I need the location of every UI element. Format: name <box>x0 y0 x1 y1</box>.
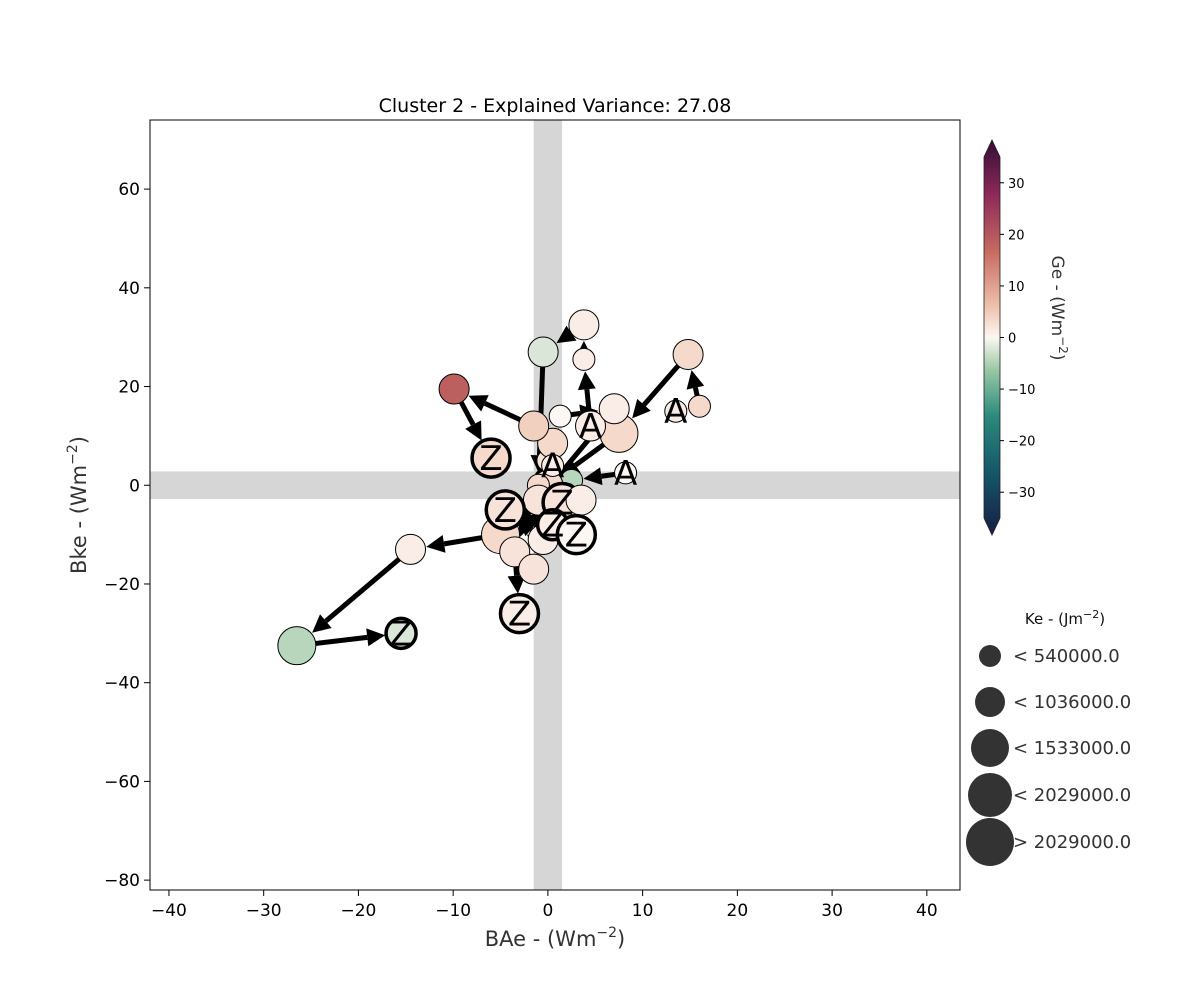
colorbar-tick-label: −10 <box>1008 383 1035 398</box>
track-arrowhead <box>583 467 603 486</box>
data-point <box>395 533 427 565</box>
colorbar: 30 20 10 0 −10 −20 −30 Ge - (Wm−2) <box>983 139 1070 536</box>
track-end-label: Z <box>494 491 517 531</box>
track-points <box>277 309 711 666</box>
data-point <box>672 338 704 370</box>
data-point <box>277 626 317 666</box>
y-axis-ticks: −80 −60 −40 −20 0 20 40 60 <box>104 180 150 891</box>
track-start-label: A <box>614 454 637 494</box>
y-tick-label: −80 <box>104 871 140 891</box>
chart-title: Cluster 2 - Explained Variance: 27.08 <box>379 95 732 117</box>
data-point <box>470 437 512 479</box>
y-tick-label: −20 <box>104 575 140 595</box>
track-arrowhead <box>366 628 386 647</box>
data-point <box>598 393 630 425</box>
size-legend-items: < 540000.0 < 1036000.0 < 1533000.0 < 202900… <box>966 645 1131 866</box>
x-tick-label: 30 <box>821 901 843 921</box>
data-point <box>518 410 550 442</box>
track-segment <box>324 547 413 624</box>
size-legend-marker <box>971 729 1009 767</box>
data-point <box>664 399 688 423</box>
data-point <box>568 309 600 341</box>
x-tick-label: 0 <box>542 901 553 921</box>
colorbar-bar <box>983 139 1001 536</box>
y-tick-label: 60 <box>118 180 140 200</box>
data-point <box>518 553 550 585</box>
size-legend-label: < 1036000.0 <box>1013 692 1131 713</box>
plot-frame <box>149 119 961 891</box>
track-arrowhead <box>577 371 596 391</box>
track-end-label: Z <box>479 439 502 479</box>
data-point <box>572 347 596 371</box>
y-axis-label: Bke - (Wm−2) <box>65 436 91 574</box>
x-axis-ticks: −40 −30 −20 −10 0 10 20 30 40 <box>151 890 938 921</box>
data-point <box>614 461 638 485</box>
colorbar-label: Ge - (Wm−2) <box>1047 256 1070 361</box>
data-point <box>438 373 470 405</box>
x-tick-label: 10 <box>632 901 654 921</box>
track-end-label: Z <box>389 614 412 654</box>
data-point <box>384 616 418 651</box>
size-legend-marker <box>966 818 1014 866</box>
y-tick-label: −40 <box>104 674 140 694</box>
data-point <box>527 336 559 368</box>
data-point <box>484 489 527 531</box>
data-point <box>555 513 598 556</box>
x-tick-label: 40 <box>916 901 938 921</box>
x-tick-label: −20 <box>340 901 376 921</box>
size-legend-label: < 2029000.0 <box>1013 785 1131 806</box>
size-legend-marker <box>975 687 1005 717</box>
x-tick-label: −10 <box>435 901 471 921</box>
data-point <box>575 410 607 442</box>
x-axis-label: BAe - (Wm−2) <box>485 925 626 951</box>
colorbar-ticks: 30 20 10 0 −10 −20 −30 <box>1000 177 1035 501</box>
y-tick-label: −60 <box>104 772 140 792</box>
x-tick-label: 20 <box>727 901 749 921</box>
y-tick-label: 20 <box>118 378 140 398</box>
x-tick-label: −30 <box>246 901 282 921</box>
y-tick-label: 0 <box>129 476 140 496</box>
colorbar-tick-label: −20 <box>1008 435 1035 450</box>
colorbar-tick-label: −30 <box>1008 486 1035 501</box>
colorbar-tick-label: 30 <box>1008 177 1025 192</box>
colorbar-tick-label: 10 <box>1008 280 1025 295</box>
track-arrowhead <box>468 395 489 412</box>
track-arrowhead <box>507 575 526 594</box>
data-point <box>541 454 565 478</box>
track-end-label: Z <box>550 484 573 524</box>
size-legend-marker <box>979 645 1001 667</box>
track-end-label: Z <box>565 516 588 556</box>
track-start-label: A <box>579 407 602 447</box>
size-legend-title: Ke - (Jm−2) <box>1025 608 1105 628</box>
x-tick-label: −40 <box>151 901 187 921</box>
track-arrowhead <box>312 614 332 633</box>
track-arrowhead <box>632 398 651 419</box>
colorbar-tick-label: 20 <box>1008 228 1025 243</box>
size-legend-label: > 2029000.0 <box>1013 832 1131 853</box>
size-legend: Ke - (Jm−2) < 540000.0 < 1036000.0 < 15330… <box>966 608 1131 866</box>
y-tick-label: 40 <box>118 279 140 299</box>
track-arrowhead <box>465 420 482 441</box>
track-arrowhead <box>686 370 705 390</box>
size-legend-label: < 1533000.0 <box>1013 738 1131 759</box>
data-point <box>498 592 541 635</box>
track-arrowhead <box>556 325 577 344</box>
track-arrowhead <box>426 535 446 553</box>
track-end-label: Z <box>541 506 564 546</box>
size-legend-label: < 540000.0 <box>1013 646 1120 667</box>
size-legend-marker <box>968 773 1012 817</box>
data-point <box>687 394 711 418</box>
data-point <box>548 404 572 428</box>
track-start-label: A <box>541 447 564 487</box>
track-start-label: A <box>664 392 687 432</box>
track-end-label: Z <box>508 595 531 635</box>
colorbar-tick-label: 0 <box>1008 332 1016 347</box>
